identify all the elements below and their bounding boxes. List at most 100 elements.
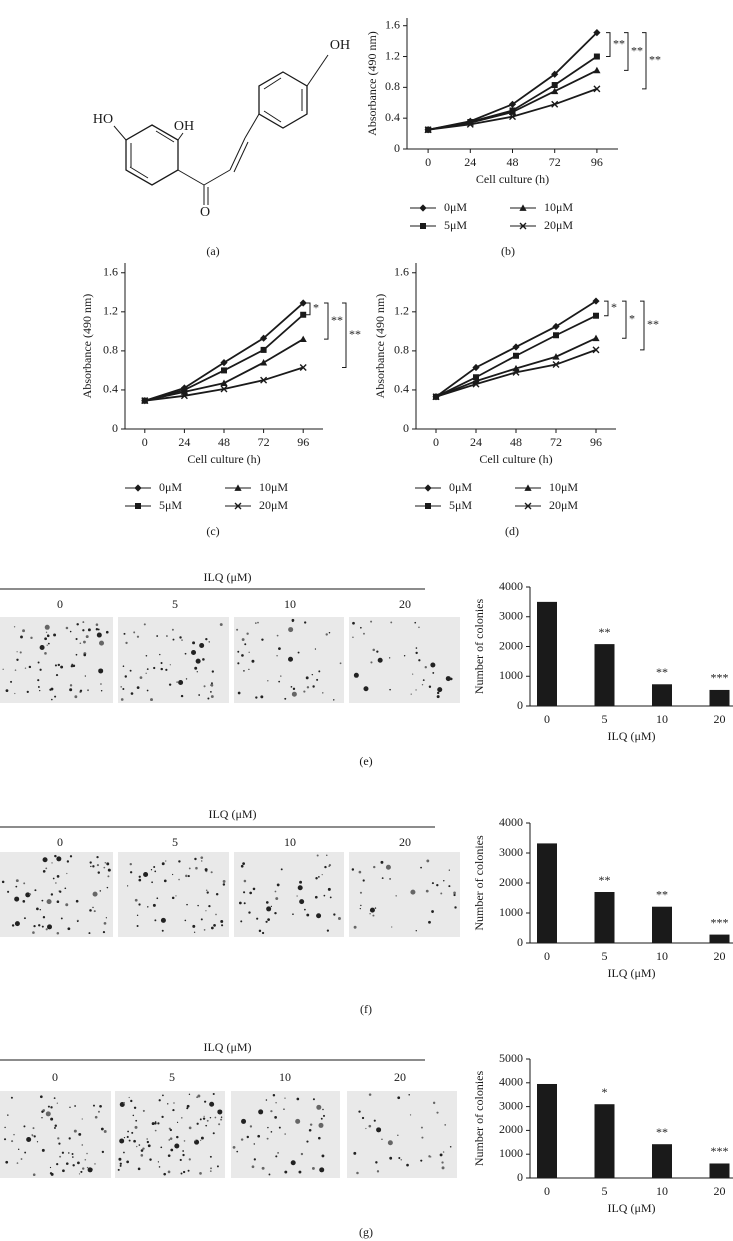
colony	[375, 1161, 378, 1164]
colony	[122, 665, 125, 667]
y-tick-label: 0	[517, 1170, 523, 1184]
colony	[222, 883, 226, 886]
colony	[130, 692, 134, 695]
colony	[431, 882, 434, 885]
ring	[258, 71, 308, 129]
colony	[389, 688, 391, 691]
colony	[207, 697, 210, 700]
colony	[368, 1124, 372, 1128]
colony	[85, 635, 89, 639]
colony	[316, 678, 319, 681]
colony	[36, 1141, 39, 1143]
colony	[160, 667, 163, 671]
colony	[322, 692, 324, 694]
y-axis-label: Number of colonies	[472, 835, 486, 931]
colony	[198, 694, 201, 696]
colony	[359, 891, 363, 894]
colony	[333, 913, 336, 916]
colony	[45, 631, 48, 633]
colony	[323, 894, 326, 897]
colony	[200, 1139, 202, 1142]
colony	[161, 1115, 164, 1119]
bond	[129, 166, 149, 179]
colony	[89, 861, 92, 864]
colony	[154, 1129, 157, 1132]
x-tick-label: 0	[433, 435, 439, 449]
colony	[105, 630, 109, 634]
colony	[146, 1138, 148, 1140]
colony	[176, 1135, 179, 1139]
colony	[104, 861, 107, 864]
y-axis-label: Number of colonies	[472, 599, 486, 695]
legend-label: 20μM	[259, 498, 288, 512]
bar	[709, 689, 730, 706]
colony	[316, 1104, 322, 1110]
colony	[14, 921, 20, 927]
colony	[28, 665, 32, 669]
colony	[82, 1167, 85, 1170]
colony	[199, 1118, 202, 1121]
colony	[186, 1104, 190, 1108]
bond	[263, 77, 282, 90]
colony	[327, 887, 331, 891]
significance-label: ***	[711, 915, 729, 929]
colony	[185, 678, 188, 680]
colony	[439, 1153, 443, 1157]
colony	[236, 1150, 239, 1153]
colony	[159, 653, 161, 656]
colony	[126, 885, 129, 887]
colony	[31, 1134, 34, 1137]
colony	[50, 1117, 54, 1121]
colony	[328, 632, 331, 634]
colony	[10, 1096, 13, 1099]
colony	[74, 1105, 76, 1107]
colony	[160, 1146, 163, 1149]
colony	[385, 864, 391, 870]
colony	[71, 663, 74, 666]
colony	[179, 636, 182, 639]
x-tick-label: 20	[714, 712, 726, 726]
colony	[95, 623, 99, 626]
colony	[184, 919, 187, 922]
series-line	[427, 69, 598, 131]
colony	[22, 900, 26, 903]
colony	[107, 875, 110, 878]
colony	[249, 891, 252, 895]
colony	[261, 931, 265, 935]
colony	[96, 864, 100, 867]
colony	[146, 668, 149, 670]
colony	[49, 1166, 52, 1169]
colony	[453, 893, 456, 897]
colony	[42, 857, 48, 863]
colony	[79, 689, 83, 692]
x-tick-label: 48	[510, 435, 522, 449]
legend-marker	[519, 222, 527, 230]
colony	[72, 664, 76, 668]
colony	[381, 877, 384, 879]
colony	[326, 854, 328, 856]
colony	[295, 1118, 301, 1124]
colony	[13, 626, 16, 628]
marker	[508, 108, 517, 115]
image-label: 10	[284, 835, 296, 849]
y-tick-label: 5000	[499, 1051, 523, 1065]
colony	[44, 624, 50, 630]
colony	[221, 924, 224, 927]
colony	[448, 885, 451, 888]
colony	[204, 868, 208, 872]
colony	[209, 1155, 212, 1158]
marker	[508, 100, 517, 108]
colony	[215, 893, 219, 896]
colony	[212, 1132, 215, 1135]
colony	[97, 628, 100, 631]
significance-bracket	[342, 302, 347, 368]
colony	[274, 1116, 277, 1119]
colony	[436, 691, 440, 695]
marker	[593, 53, 600, 60]
bond	[155, 130, 175, 143]
colony	[59, 1155, 62, 1158]
colony	[277, 1152, 279, 1154]
colony	[192, 641, 196, 645]
colony	[69, 1106, 71, 1109]
